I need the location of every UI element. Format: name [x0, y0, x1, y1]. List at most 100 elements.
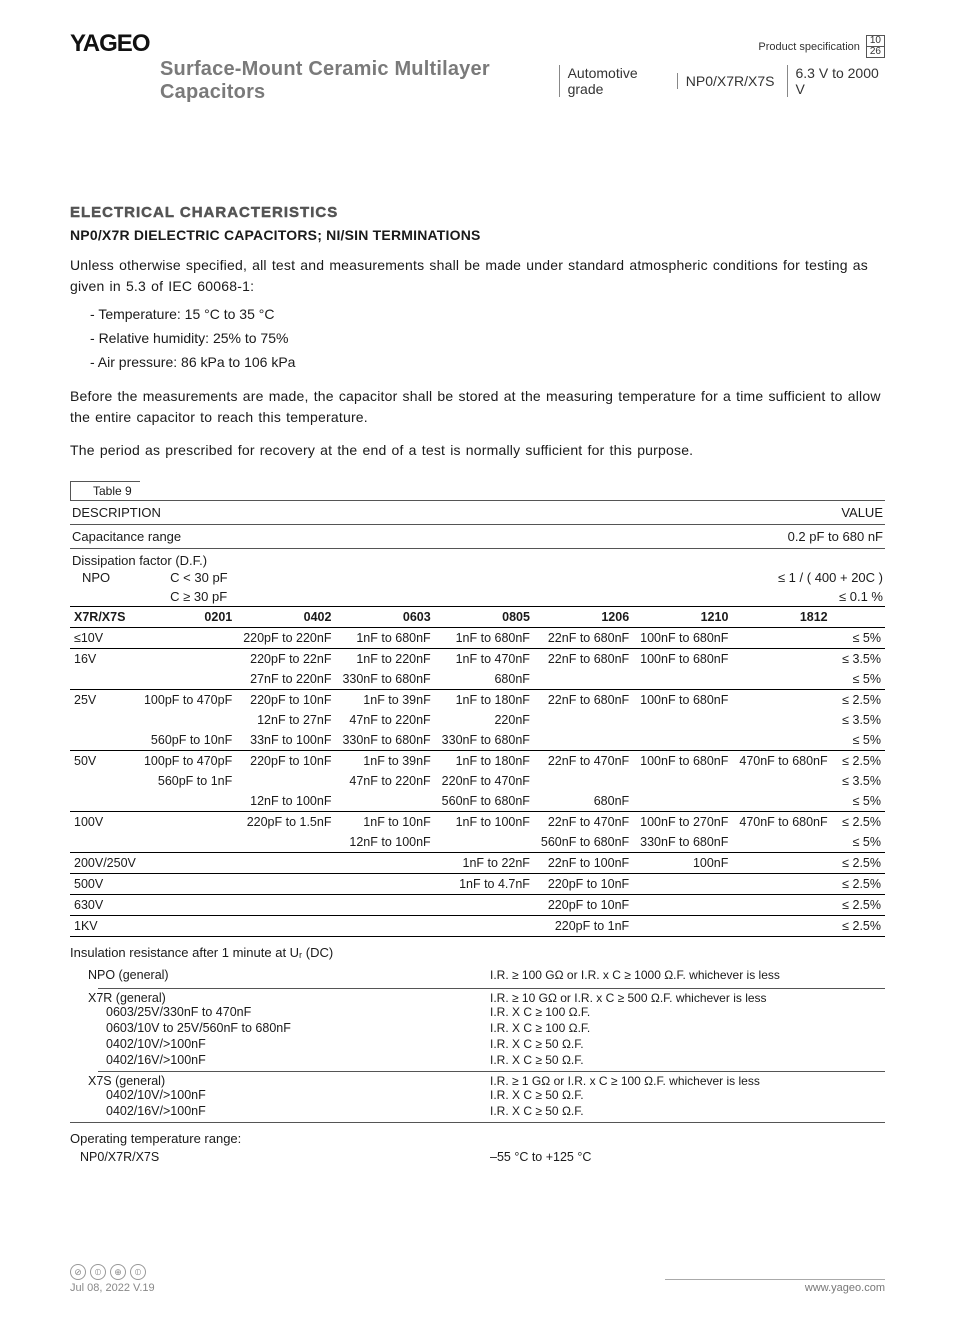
table-cell: 100pF to 470pF — [140, 690, 236, 711]
table-cell: 1nF to 680nF — [335, 628, 434, 649]
npo-label: NPO — [82, 570, 110, 585]
ins-row-val: I.R. X C ≥ 50 Ω.F. — [490, 1088, 885, 1102]
table-cell: 22nF to 470nF — [534, 751, 633, 772]
table-cell: 1nF to 100nF — [435, 812, 534, 833]
footer-url: www.yageo.com — [665, 1279, 885, 1294]
table-cell: ≤ 3.5% — [832, 710, 885, 730]
table-cell: 1KV — [70, 916, 140, 937]
table-cell: 1nF to 180nF — [435, 751, 534, 772]
table-cell: 1nF to 4.7nF — [435, 874, 534, 895]
cond-humidity: Relative humidity: 25% to 75% — [90, 327, 885, 351]
section-heading: ELECTRICAL CHARACTERISTICS — [70, 204, 885, 221]
table-cell — [70, 730, 140, 751]
table-cell: 220nF to 470nF — [435, 771, 534, 791]
table-cell: ≤ 5% — [832, 832, 885, 853]
table-cell: 1nF to 180nF — [435, 690, 534, 711]
ins-row-left: 0603/25V/330nF to 470nF — [70, 1005, 490, 1019]
table-row: 630V220pF to 10nF≤ 2.5% — [70, 895, 885, 916]
ins-row-val: I.R. X C ≥ 100 Ω.F. — [490, 1005, 885, 1019]
table-cell — [732, 916, 831, 937]
ins-npo-label: NPO (general) — [70, 968, 490, 982]
table-cell — [633, 669, 732, 690]
table-cell: 220pF to 10nF — [236, 751, 335, 772]
footer-icons: ⊘ ⦶ ⊕ ⦶ — [70, 1264, 155, 1280]
table-cell: 220pF to 10nF — [236, 690, 335, 711]
table-cell — [435, 832, 534, 853]
table-cell — [140, 710, 236, 730]
hdr-1206: 1206 — [534, 607, 633, 628]
table-cell — [70, 832, 140, 853]
table-cell: 330nF to 680nF — [435, 730, 534, 751]
table-cell: 22nF to 680nF — [534, 649, 633, 670]
table-cell — [140, 916, 236, 937]
hdr-1210: 1210 — [633, 607, 732, 628]
npo-val2: ≤ 0.1 % — [839, 589, 883, 604]
table-cell: 100nF to 680nF — [633, 751, 732, 772]
intro-para-3: The period as prescribed for recovery at… — [70, 440, 885, 461]
table-row: 12nF to 100nF560nF to 680nF680nF≤ 5% — [70, 791, 885, 812]
hdr-0402: 0402 — [236, 607, 335, 628]
table-cell: 22nF to 100nF — [534, 853, 633, 874]
table-cell — [534, 771, 633, 791]
table-cell: 560pF to 10nF — [140, 730, 236, 751]
table-cell: 47nF to 220nF — [335, 771, 434, 791]
intro-para-2: Before the measurements are made, the ca… — [70, 386, 885, 428]
ins-x7s-label: X7S (general) — [70, 1074, 490, 1088]
npo-cond1: C < 30 pF — [170, 570, 227, 585]
table-cell: 47nF to 220nF — [335, 710, 434, 730]
df-table: X7R/X7S 0201 0402 0603 0805 1206 1210 18… — [70, 606, 885, 937]
table-cell — [732, 710, 831, 730]
table-cell: 1nF to 10nF — [335, 812, 434, 833]
ins-npo-val: I.R. ≥ 100 GΩ or I.R. x C ≥ 1000 Ω.F. wh… — [490, 968, 885, 982]
table-row: 560pF to 10nF33nF to 100nF330nF to 680nF… — [70, 730, 885, 751]
table-cell — [335, 791, 434, 812]
table-cell — [335, 895, 434, 916]
footer-icon: ⊕ — [110, 1264, 126, 1280]
table-cell: ≤ 2.5% — [832, 812, 885, 833]
table-cell — [534, 730, 633, 751]
ins-x7r-grid: X7R (general) I.R. ≥ 10 GΩ or I.R. x C ≥… — [70, 991, 885, 1005]
hdr-0201: 0201 — [140, 607, 236, 628]
table-cell: 330nF to 680nF — [633, 832, 732, 853]
spec-label-block: Product specification 10 26 — [758, 35, 885, 58]
table-cell: 22nF to 680nF — [534, 628, 633, 649]
ins-row-left: 0402/10V/>100nF — [70, 1088, 490, 1102]
table-cell: 12nF to 100nF — [335, 832, 434, 853]
ins-npo-grid: NPO (general) I.R. ≥ 100 GΩ or I.R. x C … — [70, 968, 885, 982]
table-cell: 1nF to 39nF — [335, 690, 434, 711]
table-cell: 220pF to 220nF — [236, 628, 335, 649]
title-row: Surface-Mount Ceramic Multilayer Capacit… — [160, 58, 885, 104]
table-cell: 330nF to 680nF — [335, 669, 434, 690]
table-cell: 560pF to 1nF — [140, 771, 236, 791]
logo: YAGEO — [70, 30, 149, 58]
table-cell — [732, 649, 831, 670]
table-cell — [70, 669, 140, 690]
table-cell — [732, 895, 831, 916]
table-cell — [633, 771, 732, 791]
page-footer: ⊘ ⦶ ⊕ ⦶ Jul 08, 2022 V.19 www.yageo.com — [70, 1264, 885, 1294]
table-cell — [732, 832, 831, 853]
table-cell: 560nF to 680nF — [435, 791, 534, 812]
table-cell: 1nF to 22nF — [435, 853, 534, 874]
table-cell: 100pF to 470pF — [140, 751, 236, 772]
table-cell — [335, 916, 434, 937]
cond-pressure: Air pressure: 86 kPa to 106 kPa — [90, 351, 885, 375]
hdr-0603: 0603 — [335, 607, 434, 628]
table-cell — [70, 771, 140, 791]
table-cell: 100nF to 270nF — [633, 812, 732, 833]
footer-icon: ⦶ — [90, 1264, 106, 1280]
ins-row-left: 0402/10V/>100nF — [70, 1037, 490, 1051]
table-cell — [140, 832, 236, 853]
table-row: 16V220pF to 22nF1nF to 220nF1nF to 470nF… — [70, 649, 885, 670]
section-subhead: NP0/X7R DIELECTRIC CAPACITORS; NI/SIN TE… — [70, 227, 885, 243]
table-cell: 1nF to 680nF — [435, 628, 534, 649]
ins-row-val: I.R. X C ≥ 50 Ω.F. — [490, 1053, 885, 1067]
table-cell — [633, 730, 732, 751]
main-title: Surface-Mount Ceramic Multilayer Capacit… — [160, 58, 551, 104]
table-cell: 22nF to 680nF — [534, 690, 633, 711]
optemp-row: NP0/X7R/X7S –55 °C to +125 °C — [70, 1150, 885, 1164]
table-cell: ≤ 5% — [832, 791, 885, 812]
table-cell — [140, 812, 236, 833]
table-cell — [70, 710, 140, 730]
table-cell: 22nF to 470nF — [534, 812, 633, 833]
